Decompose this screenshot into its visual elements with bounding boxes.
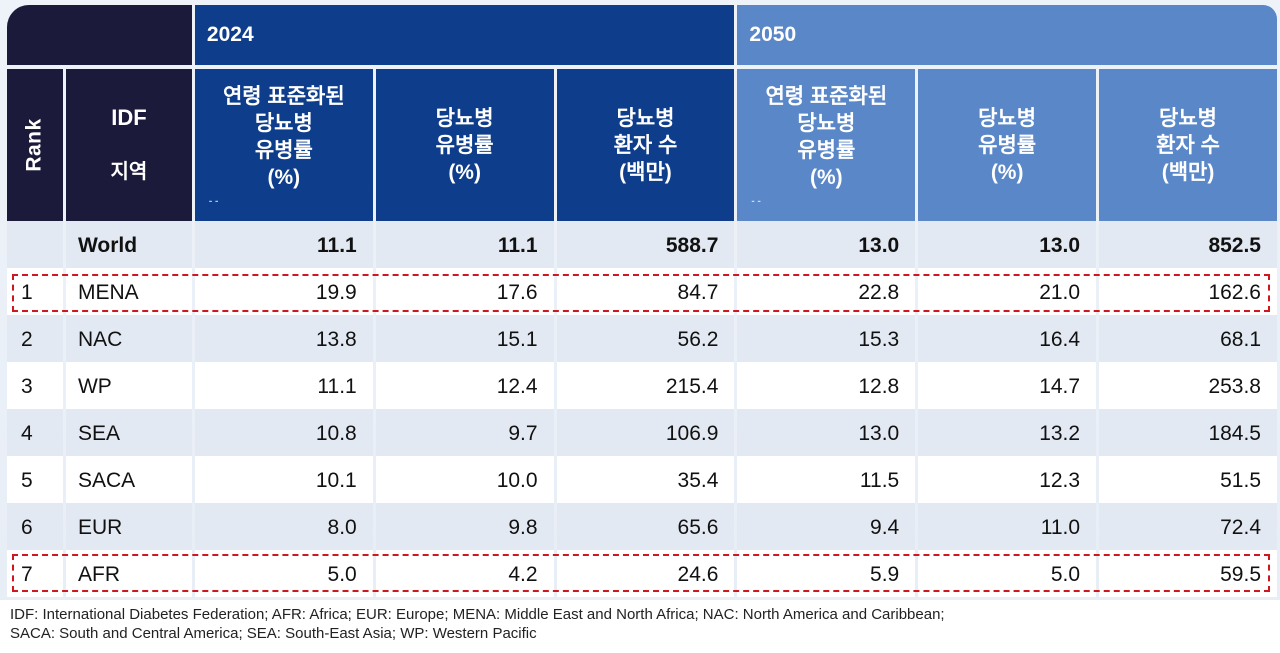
value-2050-prevalence: 14.7 xyxy=(918,362,1097,409)
region-cell: AFR xyxy=(65,550,192,597)
table-row: 3 WP 11.1 12.4 215.4 12.8 14.7 253.8 xyxy=(7,362,1277,409)
value-2024-age-std: 11.1 xyxy=(194,221,373,268)
value-2024-age-std: 8.0 xyxy=(194,503,373,550)
value-2050-cases: 253.8 xyxy=(1099,362,1277,409)
value-2050-prevalence: 12.3 xyxy=(918,456,1097,503)
value-2050-prevalence: 11.0 xyxy=(918,503,1097,550)
value-2050-prevalence: 13.2 xyxy=(918,409,1097,456)
rank-cell xyxy=(7,221,63,268)
value-2024-prevalence: 4.2 xyxy=(375,550,554,597)
value-2024-cases: 84.7 xyxy=(556,268,735,315)
year-2024-header: 2024 xyxy=(194,5,735,65)
footnote-line-1: IDF: International Diabetes Federation; … xyxy=(10,606,945,623)
rank-header: Rank xyxy=(7,69,63,221)
value-2050-age-std: 5.9 xyxy=(737,550,916,597)
value-2024-cases: 65.6 xyxy=(556,503,735,550)
value-2024-age-std: 10.1 xyxy=(194,456,373,503)
diabetes-prevalence-table: 2024 2050 Rank IDF 지역 연령 표준화된 당뇨병 유병률 (%… xyxy=(4,5,1280,597)
region-header: IDF 지역 xyxy=(65,69,192,221)
region-cell: WP xyxy=(65,362,192,409)
header-2050-age-std-prevalence: 연령 표준화된 당뇨병 유병률 (%) - - xyxy=(737,69,916,221)
value-2050-age-std: 11.5 xyxy=(737,456,916,503)
value-2024-cases: 106.9 xyxy=(556,409,735,456)
value-2024-age-std: 13.8 xyxy=(194,315,373,362)
value-2024-prevalence: 12.4 xyxy=(375,362,554,409)
rank-cell: 1 xyxy=(7,268,63,315)
region-cell: SEA xyxy=(65,409,192,456)
value-2024-prevalence: 9.7 xyxy=(375,409,554,456)
header-2024-prevalence: 당뇨병 유병률 (%) xyxy=(375,69,554,221)
value-2024-prevalence: 17.6 xyxy=(375,268,554,315)
value-2024-age-std: 10.8 xyxy=(194,409,373,456)
value-2050-prevalence: 13.0 xyxy=(918,221,1097,268)
value-2050-cases: 59.5 xyxy=(1099,550,1277,597)
value-2050-cases: 72.4 xyxy=(1099,503,1277,550)
region-cell: EUR xyxy=(65,503,192,550)
table-row: 7 AFR 5.0 4.2 24.6 5.9 5.0 59.5 xyxy=(7,550,1277,597)
value-2024-prevalence: 10.0 xyxy=(375,456,554,503)
header-2024-age-std-prevalence: 연령 표준화된 당뇨병 유병률 (%) - - xyxy=(194,69,373,221)
footnote-line-2: SACA: South and Central America; SEA: So… xyxy=(10,625,537,642)
footnote: IDF: International Diabetes Federation; … xyxy=(10,605,945,643)
value-2024-cases: 24.6 xyxy=(556,550,735,597)
value-2024-age-std: 5.0 xyxy=(194,550,373,597)
value-2024-prevalence: 15.1 xyxy=(375,315,554,362)
region-cell: SACA xyxy=(65,456,192,503)
value-2050-cases: 68.1 xyxy=(1099,315,1277,362)
value-2050-cases: 184.5 xyxy=(1099,409,1277,456)
header-2050-cases: 당뇨병 환자 수 (백만) xyxy=(1099,69,1277,221)
table-row: 1 MENA 19.9 17.6 84.7 22.8 21.0 162.6 xyxy=(7,268,1277,315)
rank-cell: 2 xyxy=(7,315,63,362)
value-2050-age-std: 12.8 xyxy=(737,362,916,409)
value-2050-age-std: 13.0 xyxy=(737,409,916,456)
value-2024-prevalence: 9.8 xyxy=(375,503,554,550)
value-2024-cases: 35.4 xyxy=(556,456,735,503)
year-2050-header: 2050 xyxy=(737,5,1277,65)
region-cell: NAC xyxy=(65,315,192,362)
rank-cell: 4 xyxy=(7,409,63,456)
header-corner xyxy=(7,5,192,65)
value-2050-age-std: 13.0 xyxy=(737,221,916,268)
header-2024-cases: 당뇨병 환자 수 (백만) xyxy=(556,69,735,221)
value-2024-cases: 56.2 xyxy=(556,315,735,362)
value-2050-prevalence: 16.4 xyxy=(918,315,1097,362)
rank-cell: 5 xyxy=(7,456,63,503)
value-2050-cases: 162.6 xyxy=(1099,268,1277,315)
value-2024-prevalence: 11.1 xyxy=(375,221,554,268)
value-2024-cases: 588.7 xyxy=(556,221,735,268)
value-2024-age-std: 11.1 xyxy=(194,362,373,409)
world-row: World 11.1 11.1 588.7 13.0 13.0 852.5 xyxy=(7,221,1277,268)
rank-cell: 6 xyxy=(7,503,63,550)
table-row: 4 SEA 10.8 9.7 106.9 13.0 13.2 184.5 xyxy=(7,409,1277,456)
region-cell: MENA xyxy=(65,268,192,315)
rank-cell: 7 xyxy=(7,550,63,597)
value-2050-cases: 51.5 xyxy=(1099,456,1277,503)
value-2050-age-std: 22.8 xyxy=(737,268,916,315)
value-2050-prevalence: 5.0 xyxy=(918,550,1097,597)
rank-cell: 3 xyxy=(7,362,63,409)
table-row: 2 NAC 13.8 15.1 56.2 15.3 16.4 68.1 xyxy=(7,315,1277,362)
value-2050-age-std: 9.4 xyxy=(737,503,916,550)
value-2050-prevalence: 21.0 xyxy=(918,268,1097,315)
value-2024-cases: 215.4 xyxy=(556,362,735,409)
value-2024-age-std: 19.9 xyxy=(194,268,373,315)
region-cell: World xyxy=(65,221,192,268)
value-2050-cases: 852.5 xyxy=(1099,221,1277,268)
table-row: 6 EUR 8.0 9.8 65.6 9.4 11.0 72.4 xyxy=(7,503,1277,550)
header-2050-prevalence: 당뇨병 유병률 (%) xyxy=(918,69,1097,221)
value-2050-age-std: 15.3 xyxy=(737,315,916,362)
table-row: 5 SACA 10.1 10.0 35.4 11.5 12.3 51.5 xyxy=(7,456,1277,503)
